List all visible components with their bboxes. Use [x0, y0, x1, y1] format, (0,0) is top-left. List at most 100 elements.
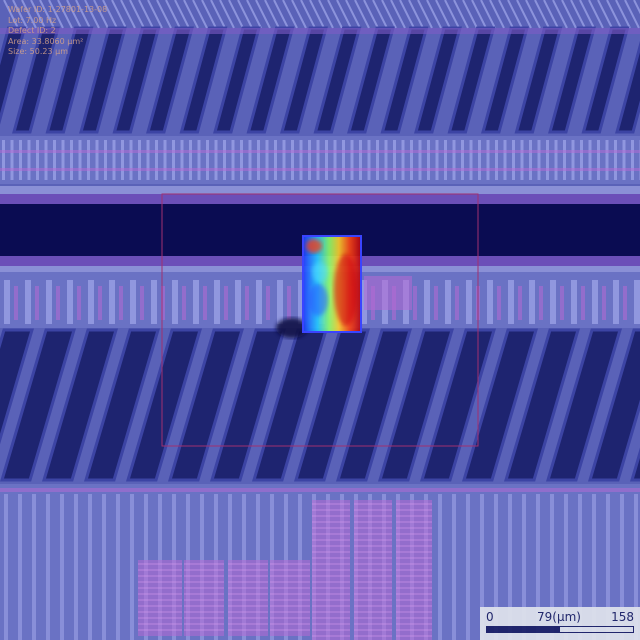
contact	[130, 280, 136, 324]
thin-line	[48, 0, 64, 29]
contact-pink	[245, 286, 249, 320]
thin-line	[633, 0, 640, 15]
stripe	[293, 328, 371, 482]
thin-line	[291, 0, 307, 29]
roi-box	[161, 193, 479, 447]
contact	[67, 280, 73, 324]
contact	[151, 280, 157, 324]
contact	[46, 280, 52, 324]
pink-block	[138, 560, 182, 636]
contact	[571, 140, 575, 180]
contact	[109, 280, 115, 324]
contact-pink	[56, 286, 60, 320]
column	[592, 494, 596, 640]
thin-line	[597, 0, 613, 29]
contact	[461, 140, 464, 180]
contact-pink	[140, 286, 144, 320]
column	[46, 494, 50, 640]
thin-line	[12, 0, 28, 29]
top-contact-band	[0, 136, 640, 184]
thin-line	[498, 0, 514, 29]
contact	[163, 140, 167, 180]
contact	[138, 140, 141, 180]
column	[116, 494, 120, 640]
pink-block	[354, 500, 392, 640]
contact	[155, 140, 158, 180]
contact	[445, 280, 451, 324]
thin-line	[174, 0, 190, 29]
thin-line	[255, 0, 271, 29]
contact	[469, 140, 473, 180]
contact-pink	[161, 286, 165, 320]
defect-blob	[276, 318, 308, 338]
contact	[597, 140, 600, 180]
stripe	[0, 328, 77, 482]
contact	[529, 280, 535, 324]
contact	[197, 140, 201, 180]
contact	[634, 280, 640, 324]
contact	[444, 140, 447, 180]
scale-max-label: 158	[611, 610, 634, 624]
stripe	[615, 40, 640, 134]
stripe	[629, 447, 640, 482]
contact	[88, 280, 94, 324]
scale-bar-track	[486, 626, 634, 633]
thin-line	[192, 0, 208, 29]
contact-pink	[518, 286, 522, 320]
contact	[554, 140, 558, 180]
thin-line	[237, 0, 253, 29]
thin-line	[336, 0, 352, 29]
contact-pink	[413, 286, 417, 320]
contact	[333, 140, 337, 180]
contact	[256, 280, 262, 324]
thin-line	[111, 0, 127, 29]
contact	[299, 140, 303, 180]
column	[438, 494, 442, 640]
stripe	[419, 328, 497, 482]
defect-heatmap	[303, 236, 361, 332]
column	[564, 494, 568, 640]
contact-pink	[14, 286, 18, 320]
contact	[308, 140, 311, 180]
contact-pink	[119, 286, 123, 320]
thin-line	[462, 0, 478, 29]
column	[606, 494, 610, 640]
contact-pink	[77, 286, 81, 320]
contact	[19, 140, 22, 180]
thin-line	[570, 0, 586, 29]
pink-block	[312, 500, 350, 640]
column	[550, 494, 554, 640]
thin-line	[66, 0, 82, 29]
column	[88, 494, 92, 640]
thin-line	[390, 0, 406, 29]
contact	[580, 140, 583, 180]
column	[130, 494, 134, 640]
contact	[316, 140, 320, 180]
thin-line	[39, 0, 55, 29]
column	[494, 494, 498, 640]
contact	[206, 140, 209, 180]
column	[620, 494, 624, 640]
thin-line	[543, 0, 559, 29]
block-fill	[228, 560, 268, 636]
contact	[36, 140, 39, 180]
contact-pink	[98, 286, 102, 320]
column	[466, 494, 470, 640]
contact	[359, 140, 362, 180]
thin-line	[246, 0, 262, 29]
thin-line	[210, 0, 226, 29]
column	[60, 494, 64, 640]
stripe	[545, 328, 623, 482]
contact-pink	[455, 286, 459, 320]
thin-line	[309, 0, 325, 29]
thin-line	[507, 0, 523, 29]
contact	[291, 140, 294, 180]
thin-line	[552, 0, 568, 29]
contact-pink	[203, 286, 207, 320]
contact	[235, 280, 241, 324]
stripe	[83, 328, 161, 482]
stripe	[0, 328, 35, 445]
contact	[44, 140, 48, 180]
contact	[189, 140, 192, 180]
thin-line	[480, 0, 496, 29]
